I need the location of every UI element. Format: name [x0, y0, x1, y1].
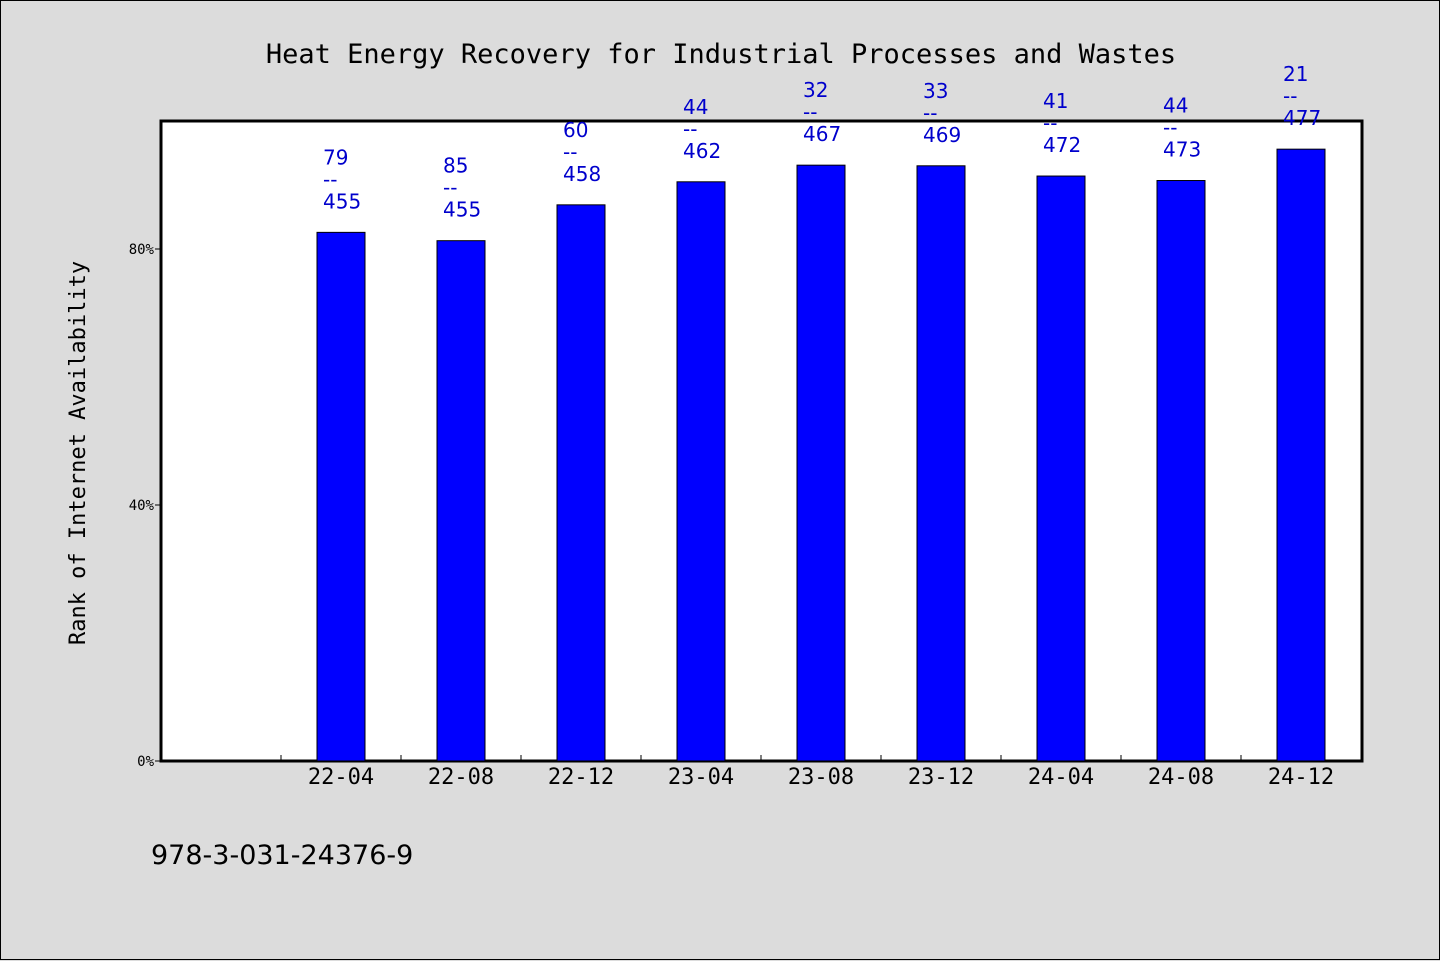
- bar: [1036, 175, 1086, 762]
- bar-label-total: 462: [683, 139, 721, 163]
- bar-label-rank: 44: [1163, 94, 1188, 118]
- bar-label-total: 455: [443, 198, 481, 222]
- bar-annotations: 79--45585--45560--45844--46232--46733--4…: [323, 62, 1321, 222]
- bar-label-rank: 33: [923, 79, 948, 103]
- isbn-text: 978-3-031-24376-9: [151, 840, 413, 871]
- bar-label-rank: 85: [443, 154, 468, 178]
- bar-label-separator: --: [1163, 116, 1177, 140]
- bar: [916, 165, 966, 762]
- bar-label-rank: 60: [563, 118, 588, 142]
- bar-label-total: 469: [923, 123, 961, 147]
- bar-label-separator: --: [923, 101, 937, 125]
- bar-label-separator: --: [323, 167, 337, 191]
- bar-label-rank: 44: [683, 95, 708, 119]
- bar-label-separator: --: [683, 117, 697, 141]
- x-tick-label: 22-08: [428, 765, 494, 790]
- bar: [676, 181, 726, 762]
- y-tick-label: 80%: [129, 242, 155, 258]
- bar-label-rank: 21: [1283, 62, 1308, 86]
- x-tick-label: 24-04: [1028, 765, 1094, 790]
- bar-label-total: 458: [563, 162, 601, 186]
- bar-label-total: 472: [1043, 133, 1081, 157]
- bar-label-rank: 32: [803, 78, 828, 102]
- bar: [316, 231, 366, 762]
- bar: [436, 240, 486, 762]
- bar-label-total: 467: [803, 122, 841, 146]
- bar-label-separator: --: [1043, 111, 1057, 135]
- bar: [556, 204, 606, 762]
- x-tick-label: 23-12: [908, 765, 974, 790]
- bar-label-separator: --: [803, 100, 817, 124]
- bar: [796, 164, 846, 762]
- chart-title: Heat Energy Recovery for Industrial Proc…: [266, 39, 1176, 70]
- bar-label-total: 473: [1163, 138, 1201, 162]
- bar-label-separator: --: [443, 176, 457, 200]
- bar-label-separator: --: [1283, 84, 1297, 108]
- x-axis: 22-04 22-08 22-12 23-04 23-08 23-12 24-04 24-08…: [280, 755, 1362, 790]
- bar-label-total: 455: [323, 189, 361, 213]
- y-axis-label: Rank of Internet Availability: [66, 261, 91, 645]
- y-tick-label: 40%: [129, 498, 155, 514]
- y-tick-label: 0%: [137, 754, 154, 770]
- bar: [1276, 148, 1326, 762]
- bar-label-rank: 41: [1043, 89, 1068, 113]
- bar: [1156, 180, 1206, 762]
- bar-label-separator: --: [563, 140, 577, 164]
- x-tick-label: 22-04: [308, 765, 374, 790]
- y-axis: 0% 40% 80%: [129, 242, 161, 770]
- bar-label-total: 477: [1283, 106, 1321, 130]
- x-tick-label: 23-08: [788, 765, 854, 790]
- x-tick-label: 24-08: [1148, 765, 1214, 790]
- bar-label-rank: 79: [323, 145, 348, 169]
- x-tick-label: 22-12: [548, 765, 614, 790]
- x-tick-label: 24-12: [1268, 765, 1334, 790]
- x-tick-label: 23-04: [668, 765, 734, 790]
- bars-group: [316, 148, 1326, 762]
